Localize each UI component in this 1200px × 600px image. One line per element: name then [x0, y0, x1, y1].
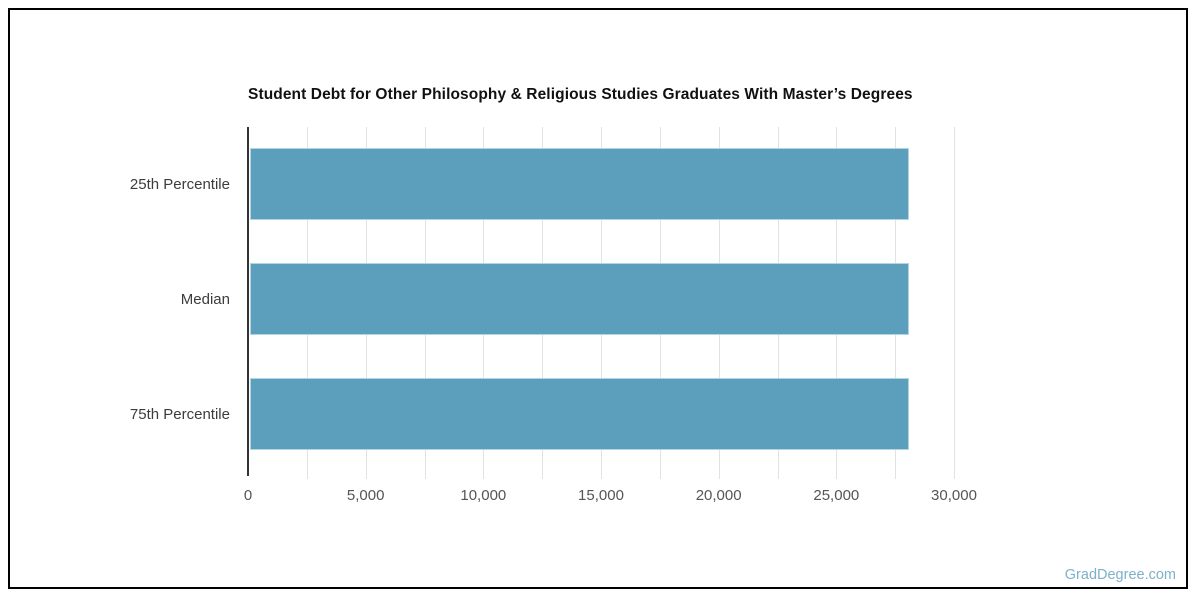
category-label: Median — [180, 291, 230, 308]
x-tick-label: 10,000 — [460, 487, 507, 504]
x-tick-label: 0 — [243, 487, 253, 504]
x-tick-label: 25,000 — [813, 487, 860, 504]
chart-row: 75th Percentile — [130, 357, 1012, 472]
chart-row: Median — [181, 242, 1012, 357]
bar-75th-percentile[interactable] — [250, 378, 909, 450]
x-tick-label: 20,000 — [695, 487, 742, 504]
x-tick-label: 30,000 — [931, 487, 977, 504]
x-tick-label: 15,000 — [578, 487, 624, 504]
page-frame: Student Debt for Other Philosophy & Reli… — [8, 8, 1188, 589]
category-label: 75th Percentile — [129, 406, 230, 423]
bar-25th-percentile[interactable] — [250, 148, 909, 220]
plot-area: 25th Percentile Median 75th Percentile 0 5,… — [130, 127, 1012, 504]
chart-title: Student Debt for Other Philosophy & Reli… — [248, 86, 913, 103]
category-label: 25th Percentile — [129, 176, 230, 193]
chart-row: 25th Percentile — [130, 127, 1012, 242]
gridline — [954, 127, 955, 479]
x-tick-label: 5,000 — [346, 487, 385, 504]
watermark-link[interactable]: GradDegree.com — [1064, 567, 1176, 583]
bar-median[interactable] — [250, 263, 909, 335]
y-axis-line — [247, 127, 249, 476]
